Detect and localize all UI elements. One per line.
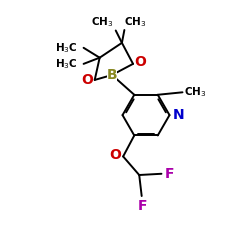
Text: F: F bbox=[138, 199, 148, 213]
Text: O: O bbox=[109, 148, 121, 162]
Text: H$_3$C: H$_3$C bbox=[55, 57, 78, 71]
Text: F: F bbox=[164, 167, 174, 181]
Text: CH$_3$: CH$_3$ bbox=[184, 86, 206, 99]
Text: B: B bbox=[107, 68, 117, 82]
Text: H$_3$C: H$_3$C bbox=[55, 41, 78, 55]
Text: O: O bbox=[134, 55, 146, 69]
Text: CH$_3$: CH$_3$ bbox=[124, 16, 147, 29]
Text: N: N bbox=[173, 108, 185, 122]
Text: CH$_3$: CH$_3$ bbox=[91, 16, 113, 29]
Text: O: O bbox=[82, 73, 94, 87]
